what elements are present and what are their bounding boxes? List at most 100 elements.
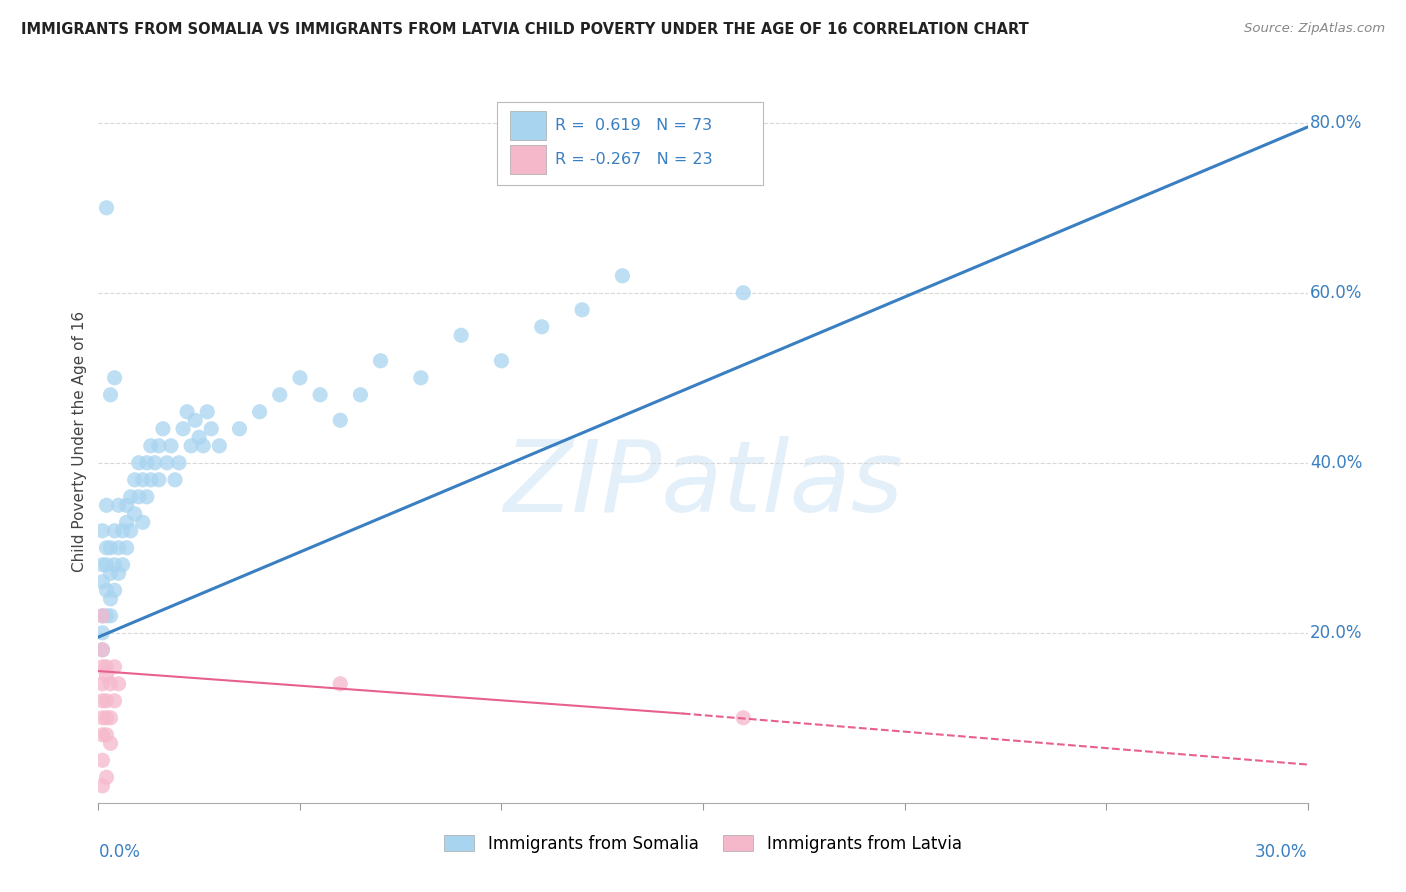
Point	[132, 516, 155, 530]
Point	[111, 524, 134, 538]
Point	[128, 456, 150, 470]
Point	[156, 456, 179, 470]
Point	[96, 583, 118, 598]
Point	[96, 608, 118, 623]
Point	[103, 558, 125, 572]
Point	[120, 524, 142, 538]
Point	[100, 566, 122, 581]
Text: ZIPatlas: ZIPatlas	[503, 436, 903, 533]
Point	[91, 677, 114, 691]
Point	[103, 694, 125, 708]
Point	[100, 591, 122, 606]
Point	[91, 608, 114, 623]
Point	[128, 490, 150, 504]
Point	[612, 268, 634, 283]
Point	[96, 660, 118, 674]
Point	[96, 668, 118, 682]
Point	[96, 770, 118, 784]
Point	[91, 694, 114, 708]
Point	[188, 430, 211, 444]
Text: 20.0%: 20.0%	[1310, 624, 1362, 642]
Point	[124, 473, 146, 487]
Point	[96, 728, 118, 742]
Point	[370, 353, 392, 368]
Point	[184, 413, 207, 427]
Text: 60.0%: 60.0%	[1310, 284, 1362, 301]
Point	[450, 328, 472, 343]
Point	[91, 728, 114, 742]
Point	[91, 660, 114, 674]
Point	[91, 574, 114, 589]
Point	[160, 439, 183, 453]
Point	[135, 490, 157, 504]
Point	[115, 498, 138, 512]
Point	[100, 608, 122, 623]
Point	[91, 642, 114, 657]
Bar	[509, 145, 546, 174]
Point	[195, 405, 218, 419]
Point	[152, 422, 174, 436]
Point	[100, 711, 122, 725]
Point	[115, 516, 138, 530]
Point	[96, 558, 118, 572]
Point	[107, 541, 129, 555]
Point	[107, 566, 129, 581]
Point	[96, 541, 118, 555]
Point	[96, 711, 118, 725]
Point	[176, 405, 198, 419]
Point	[172, 422, 194, 436]
Point	[135, 456, 157, 470]
Text: R = -0.267   N = 23: R = -0.267 N = 23	[555, 153, 713, 168]
Point	[349, 388, 371, 402]
Point	[91, 753, 114, 767]
Point	[120, 490, 142, 504]
Point	[91, 642, 114, 657]
Bar	[509, 112, 546, 140]
Point	[249, 405, 271, 419]
Point	[96, 694, 118, 708]
Point	[96, 498, 118, 512]
Point	[269, 388, 291, 402]
Point	[103, 583, 125, 598]
Point	[103, 524, 125, 538]
Point	[124, 507, 146, 521]
Point	[91, 608, 114, 623]
Point	[139, 473, 162, 487]
Point	[329, 413, 352, 427]
Point	[107, 498, 129, 512]
Point	[103, 371, 125, 385]
Point	[91, 711, 114, 725]
Point	[288, 371, 311, 385]
Point	[148, 439, 170, 453]
Point	[107, 677, 129, 691]
Point	[530, 319, 553, 334]
Point	[111, 558, 134, 572]
Point	[100, 388, 122, 402]
Point	[91, 524, 114, 538]
FancyBboxPatch shape	[498, 102, 763, 185]
Point	[180, 439, 202, 453]
Point	[491, 353, 513, 368]
Point	[100, 736, 122, 750]
Point	[91, 779, 114, 793]
Text: Source: ZipAtlas.com: Source: ZipAtlas.com	[1244, 22, 1385, 36]
Point	[571, 302, 593, 317]
Text: 0.0%: 0.0%	[98, 843, 141, 861]
Point	[91, 625, 114, 640]
Point	[163, 473, 186, 487]
Point	[132, 473, 155, 487]
Point	[329, 677, 352, 691]
Point	[208, 439, 231, 453]
Point	[309, 388, 332, 402]
Text: 40.0%: 40.0%	[1310, 454, 1362, 472]
Text: R =  0.619   N = 73: R = 0.619 N = 73	[555, 119, 713, 133]
Point	[96, 201, 118, 215]
Point	[228, 422, 250, 436]
Point	[148, 473, 170, 487]
Point	[193, 439, 215, 453]
Point	[167, 456, 190, 470]
Point	[115, 541, 138, 555]
Point	[100, 677, 122, 691]
Point	[103, 660, 125, 674]
Point	[733, 711, 755, 725]
